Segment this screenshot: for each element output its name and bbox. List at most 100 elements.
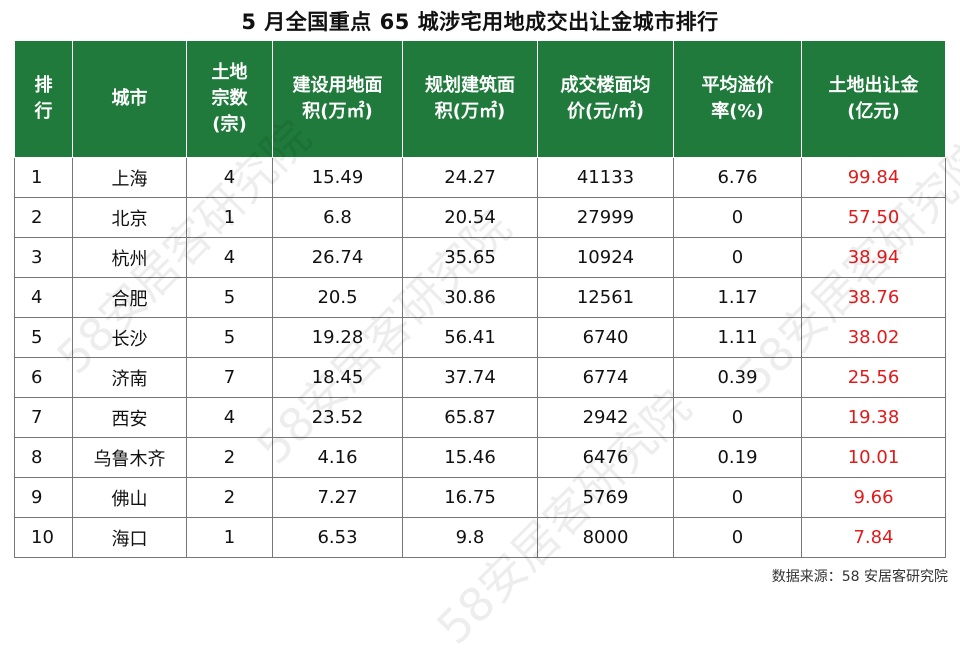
premium-rate-cell: 0: [673, 397, 802, 438]
transfer-fee-cell: 19.38: [801, 397, 946, 438]
avg-price-cell: 5769: [537, 477, 674, 518]
city-cell: 合肥: [72, 277, 187, 318]
rank-cell: 2: [14, 197, 73, 238]
transfer-fee-cell: 7.84: [801, 517, 946, 558]
floor-area-cell: 35.65: [402, 237, 538, 278]
city-cell: 长沙: [72, 317, 187, 358]
city-cell: 北京: [72, 197, 187, 238]
table-body: 1 上海 4 15.49 24.27 41133 6.76 99.84 2 北京 1 6.8 20.54…: [14, 157, 946, 558]
transfer-fee-cell: 25.56: [801, 357, 946, 398]
transfer-fee-cell: 38.94: [801, 237, 946, 278]
rank-cell: 1: [14, 157, 73, 198]
premium-rate-cell: 0: [673, 237, 802, 278]
floor-area-cell: 65.87: [402, 397, 538, 438]
table-header-row: 排 行城市 土地 宗数 (宗) 建设用地面 积(万㎡) 规划建筑面 积(万㎡) 成交楼面…: [14, 40, 946, 158]
avg-price-cell: 10924: [537, 237, 674, 278]
rank-cell: 7: [14, 397, 73, 438]
avg-price-cell: 6476: [537, 437, 674, 478]
table-row: 10 海口 1 6.53 9.8 8000 0 7.84: [14, 517, 946, 558]
data-source-note: 数据来源：58 安居客研究院: [771, 569, 948, 585]
transfer-fee-cell: 99.84: [801, 157, 946, 198]
premium-rate-cell: 0: [673, 197, 802, 238]
land-count-cell: 4: [186, 157, 273, 198]
land-area-cell: 15.49: [272, 157, 403, 198]
header-land-count: 土地 宗数 (宗): [186, 40, 273, 158]
land-area-cell: 18.45: [272, 357, 403, 398]
page-title: 5 月全国重点 65 城涉宅用地成交出让金城市排行: [241, 10, 719, 34]
rank-cell: 5: [14, 317, 73, 358]
floor-area-cell: 24.27: [402, 157, 538, 198]
transfer-fee-cell: 38.02: [801, 317, 946, 358]
premium-rate-cell: 0.19: [673, 437, 802, 478]
header-premium-rate: 平均溢价 率(%): [673, 40, 802, 158]
rank-cell: 9: [14, 477, 73, 518]
table-row: 3 杭州 4 26.74 35.65 10924 0 38.94: [14, 237, 946, 278]
rank-cell: 8: [14, 437, 73, 478]
header-transfer-fee: 土地出让金 (亿元): [801, 40, 946, 158]
rank-cell: 6: [14, 357, 73, 398]
table-row: 4 合肥 5 20.5 30.86 12561 1.17 38.76: [14, 277, 946, 318]
floor-area-cell: 20.54: [402, 197, 538, 238]
table-row: 2 北京 1 6.8 20.54 27999 0 57.50: [14, 197, 946, 238]
header-land-area: 建设用地面 积(万㎡): [272, 40, 403, 158]
table-row: 9 佛山 2 7.27 16.75 5769 0 9.66: [14, 477, 946, 518]
rank-cell: 3: [14, 237, 73, 278]
table-row: 1 上海 4 15.49 24.27 41133 6.76 99.84: [14, 157, 946, 198]
land-area-cell: 19.28: [272, 317, 403, 358]
header-city: 城市: [72, 40, 187, 158]
floor-area-cell: 30.86: [402, 277, 538, 318]
floor-area-cell: 37.74: [402, 357, 538, 398]
land-area-cell: 23.52: [272, 397, 403, 438]
city-cell: 佛山: [72, 477, 187, 518]
avg-price-cell: 8000: [537, 517, 674, 558]
floor-area-cell: 9.8: [402, 517, 538, 558]
city-cell: 西安: [72, 397, 187, 438]
transfer-fee-cell: 38.76: [801, 277, 946, 318]
city-cell: 乌鲁木齐: [72, 437, 187, 478]
premium-rate-cell: 1.11: [673, 317, 802, 358]
city-cell: 上海: [72, 157, 187, 198]
avg-price-cell: 41133: [537, 157, 674, 198]
premium-rate-cell: 0.39: [673, 357, 802, 398]
land-count-cell: 5: [186, 317, 273, 358]
rank-cell: 10: [14, 517, 73, 558]
land-count-cell: 4: [186, 237, 273, 278]
land-count-cell: 1: [186, 517, 273, 558]
premium-rate-cell: 6.76: [673, 157, 802, 198]
premium-rate-cell: 1.17: [673, 277, 802, 318]
avg-price-cell: 2942: [537, 397, 674, 438]
land-area-cell: 6.8: [272, 197, 403, 238]
transfer-fee-cell: 9.66: [801, 477, 946, 518]
land-count-cell: 2: [186, 477, 273, 518]
avg-price-cell: 6774: [537, 357, 674, 398]
transfer-fee-cell: 10.01: [801, 437, 946, 478]
premium-rate-cell: 0: [673, 477, 802, 518]
land-area-cell: 20.5: [272, 277, 403, 318]
header-avg-price: 成交楼面均 价(元/㎡): [537, 40, 674, 158]
land-count-cell: 7: [186, 357, 273, 398]
land-area-cell: 6.53: [272, 517, 403, 558]
land-area-cell: 26.74: [272, 237, 403, 278]
table-row: 7 西安 4 23.52 65.87 2942 0 19.38: [14, 397, 946, 438]
transfer-fee-cell: 57.50: [801, 197, 946, 238]
rank-cell: 4: [14, 277, 73, 318]
city-cell: 杭州: [72, 237, 187, 278]
land-area-cell: 4.16: [272, 437, 403, 478]
land-count-cell: 4: [186, 397, 273, 438]
avg-price-cell: 6740: [537, 317, 674, 358]
land-area-cell: 7.27: [272, 477, 403, 518]
city-cell: 济南: [72, 357, 187, 398]
city-cell: 海口: [72, 517, 187, 558]
header-floor-area: 规划建筑面 积(万㎡): [402, 40, 538, 158]
premium-rate-cell: 0: [673, 517, 802, 558]
table-row: 6 济南 7 18.45 37.74 6774 0.39 25.56: [14, 357, 946, 398]
ranking-table: 排 行城市 土地 宗数 (宗) 建设用地面 积(万㎡) 规划建筑面 积(万㎡) 成交楼面…: [14, 40, 946, 558]
floor-area-cell: 16.75: [402, 477, 538, 518]
table-row: 8 乌鲁木齐 2 4.16 15.46 6476 0.19 10.01: [14, 437, 946, 478]
land-count-cell: 5: [186, 277, 273, 318]
table-row: 5 长沙 5 19.28 56.41 6740 1.11 38.02: [14, 317, 946, 358]
land-count-cell: 1: [186, 197, 273, 238]
avg-price-cell: 27999: [537, 197, 674, 238]
avg-price-cell: 12561: [537, 277, 674, 318]
land-count-cell: 2: [186, 437, 273, 478]
